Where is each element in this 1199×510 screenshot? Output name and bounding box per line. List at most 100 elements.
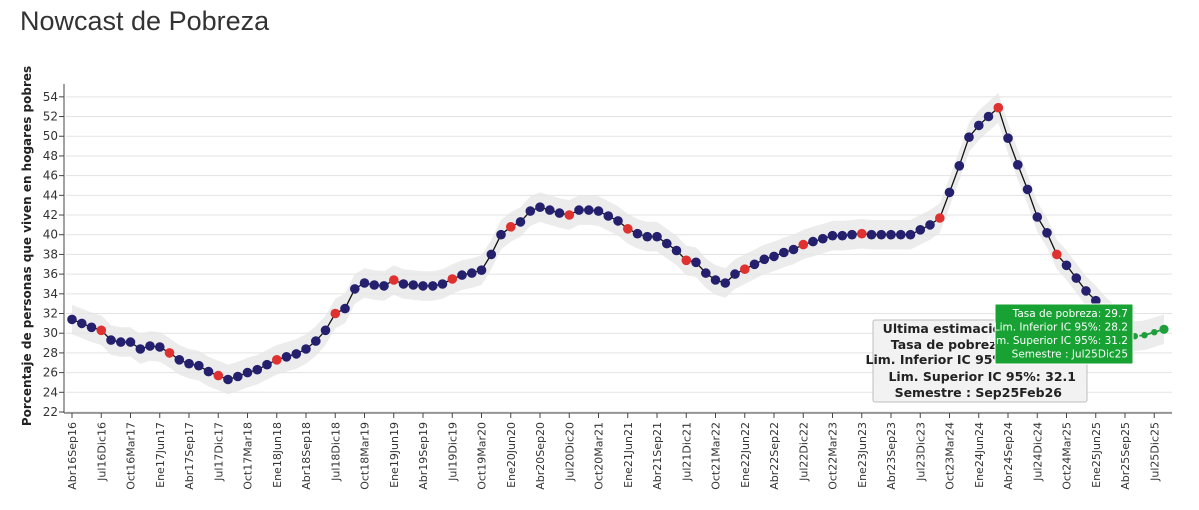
data-point-105[interactable] — [1091, 295, 1101, 306]
data-point-26[interactable] — [320, 325, 331, 336]
data-point-30[interactable] — [359, 278, 370, 288]
data-point-56[interactable] — [613, 216, 623, 226]
data-point-89[interactable] — [935, 213, 945, 223]
data-point-15[interactable] — [213, 370, 224, 381]
data-point-4[interactable] — [106, 335, 116, 345]
data-point-72[interactable] — [769, 251, 779, 262]
data-point-74[interactable] — [788, 244, 799, 255]
data-point-39[interactable] — [447, 274, 458, 284]
data-point-110[interactable] — [1141, 332, 1148, 339]
data-point-14[interactable] — [203, 366, 214, 377]
data-point-77[interactable] — [818, 233, 828, 244]
data-point-38[interactable] — [437, 279, 448, 289]
data-point-20[interactable] — [262, 359, 272, 370]
data-point-101[interactable] — [1052, 249, 1062, 260]
data-point-94[interactable] — [983, 111, 994, 122]
data-point-51[interactable] — [564, 210, 575, 220]
data-point-76[interactable] — [808, 236, 818, 247]
data-point-27[interactable] — [330, 308, 341, 319]
data-point-24[interactable] — [301, 344, 311, 354]
data-point-22[interactable] — [281, 352, 292, 362]
data-point-29[interactable] — [350, 284, 360, 294]
data-point-53[interactable] — [584, 205, 594, 215]
data-point-85[interactable] — [896, 229, 906, 240]
data-point-25[interactable] — [311, 336, 321, 346]
data-point-11[interactable] — [174, 355, 185, 365]
data-point-99[interactable] — [1032, 212, 1043, 222]
data-point-112[interactable] — [1159, 324, 1169, 334]
data-point-71[interactable] — [759, 254, 770, 265]
data-point-50[interactable] — [554, 208, 565, 218]
data-point-13[interactable] — [194, 360, 204, 371]
data-point-44[interactable] — [496, 229, 506, 240]
data-point-87[interactable] — [915, 225, 926, 235]
data-point-23[interactable] — [291, 349, 302, 359]
data-point-67[interactable] — [720, 278, 731, 288]
data-point-79[interactable] — [837, 230, 848, 241]
data-point-49[interactable] — [545, 205, 555, 215]
data-point-54[interactable] — [593, 206, 604, 216]
data-point-93[interactable] — [974, 120, 984, 131]
data-point-41[interactable] — [467, 268, 477, 278]
data-point-66[interactable] — [710, 275, 721, 285]
data-point-52[interactable] — [574, 205, 584, 215]
data-point-97[interactable] — [1013, 160, 1023, 170]
data-point-88[interactable] — [925, 220, 935, 230]
data-point-82[interactable] — [866, 229, 877, 240]
data-point-57[interactable] — [623, 224, 633, 234]
data-point-73[interactable] — [779, 247, 789, 258]
data-point-111[interactable] — [1151, 329, 1158, 336]
data-point-10[interactable] — [164, 348, 175, 358]
data-point-62[interactable] — [671, 245, 682, 256]
data-point-46[interactable] — [515, 217, 526, 227]
data-point-59[interactable] — [642, 231, 653, 242]
data-point-69[interactable] — [740, 264, 750, 275]
data-point-0[interactable] — [67, 314, 77, 325]
data-point-12[interactable] — [184, 358, 194, 369]
data-point-60[interactable] — [652, 231, 662, 242]
data-points[interactable] — [67, 102, 1169, 385]
data-point-9[interactable] — [155, 342, 165, 352]
data-point-81[interactable] — [857, 228, 867, 239]
data-point-18[interactable] — [242, 367, 253, 378]
data-point-8[interactable] — [145, 341, 155, 351]
data-point-78[interactable] — [827, 230, 838, 241]
data-point-58[interactable] — [632, 228, 643, 239]
data-point-16[interactable] — [223, 374, 233, 385]
data-point-36[interactable] — [418, 281, 428, 291]
data-point-104[interactable] — [1081, 286, 1091, 296]
data-point-45[interactable] — [506, 222, 516, 232]
data-point-1[interactable] — [77, 318, 87, 329]
data-point-91[interactable] — [954, 161, 965, 171]
data-point-83[interactable] — [876, 229, 887, 240]
data-point-103[interactable] — [1071, 273, 1082, 283]
data-point-95[interactable] — [993, 102, 1004, 113]
data-point-40[interactable] — [457, 270, 467, 280]
data-point-48[interactable] — [535, 202, 545, 212]
data-point-35[interactable] — [408, 280, 419, 290]
data-point-42[interactable] — [476, 265, 487, 276]
data-point-3[interactable] — [96, 325, 107, 336]
data-point-34[interactable] — [398, 279, 409, 289]
data-point-68[interactable] — [730, 269, 740, 279]
data-point-96[interactable] — [1003, 133, 1013, 143]
data-point-47[interactable] — [525, 206, 536, 216]
data-point-61[interactable] — [662, 238, 672, 249]
data-point-43[interactable] — [486, 249, 497, 260]
data-point-31[interactable] — [369, 280, 380, 290]
data-point-37[interactable] — [428, 281, 438, 291]
data-point-63[interactable] — [681, 255, 692, 266]
data-point-65[interactable] — [701, 268, 711, 278]
data-point-33[interactable] — [389, 275, 399, 285]
data-point-28[interactable] — [340, 303, 350, 314]
data-point-92[interactable] — [964, 132, 974, 142]
data-point-86[interactable] — [905, 229, 916, 240]
data-point-7[interactable] — [135, 344, 146, 354]
data-point-80[interactable] — [847, 229, 857, 240]
data-point-17[interactable] — [233, 371, 243, 382]
data-point-6[interactable] — [125, 337, 136, 347]
data-point-75[interactable] — [798, 239, 809, 250]
data-point-5[interactable] — [116, 337, 126, 347]
data-point-84[interactable] — [886, 229, 896, 240]
